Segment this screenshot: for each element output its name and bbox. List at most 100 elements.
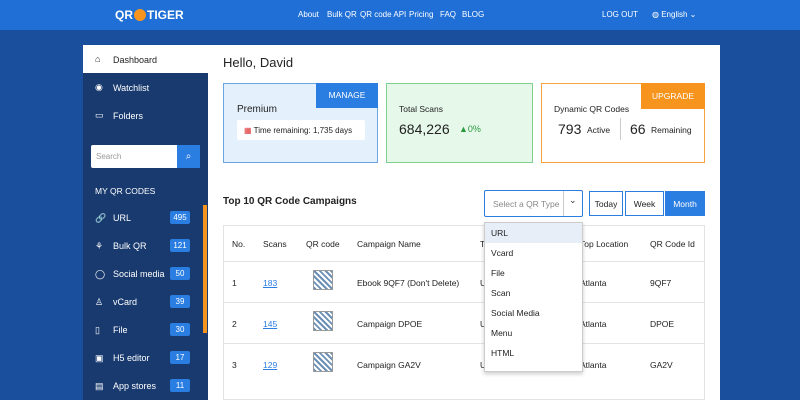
menu-icon: ▭: [95, 110, 104, 120]
table-cell: Campaign GA2V: [357, 360, 421, 370]
qr-thumbnail: [313, 270, 333, 290]
table-cell: 9QF7: [650, 278, 672, 288]
greeting: Hello, David: [223, 55, 294, 70]
menu-item[interactable]: Dashboard: [113, 55, 158, 65]
table-cell: Ebook 9QF7 (Don't Delete): [357, 278, 460, 288]
campaigns-title: Top 10 QR Code Campaigns: [223, 196, 357, 207]
count-badge: 30: [170, 323, 190, 336]
table-cell: Campaign DPOE: [357, 319, 423, 329]
change-text: 0%: [467, 124, 481, 134]
table-cell: Atlanta: [580, 278, 607, 288]
menu-icon: ⌂: [95, 54, 101, 64]
count-badge: 495: [170, 211, 190, 224]
column-header: QR Code Id: [650, 239, 695, 249]
dropdown-option[interactable]: HTML: [491, 348, 515, 358]
dropdown-option[interactable]: Social Media: [491, 308, 540, 318]
dropdown-option[interactable]: URL: [485, 223, 582, 243]
section-title: MY QR CODES: [95, 186, 156, 196]
dropdown-option[interactable]: Menu: [491, 328, 513, 338]
table-cell: 3: [232, 360, 237, 370]
qr-thumbnail: [313, 311, 333, 331]
nav-link[interactable]: QR code API: [360, 10, 407, 19]
active-value: 793: [558, 121, 582, 137]
table-cell: Atlanta: [580, 319, 607, 329]
row-divider: [224, 261, 704, 262]
language[interactable]: ◍ English ⌄: [652, 10, 697, 19]
column-header: T: [480, 239, 486, 249]
nav-link[interactable]: Pricing: [409, 10, 434, 19]
select-arrow: ⌄: [569, 195, 577, 205]
column-header: Top Location: [580, 239, 629, 249]
dropdown-option[interactable]: Scan: [491, 288, 511, 298]
nav-link[interactable]: Bulk QR: [327, 10, 357, 19]
manage-button[interactable]: MANAGE: [316, 83, 378, 108]
qr-type[interactable]: vCard: [113, 297, 138, 307]
qr-type[interactable]: File: [113, 325, 128, 335]
logout[interactable]: LOG OUT: [602, 10, 639, 19]
table-cell: 1: [232, 278, 237, 288]
count-badge: 39: [170, 295, 190, 308]
qr-type[interactable]: Social media: [113, 269, 165, 279]
item-icon: ▤: [95, 381, 104, 391]
time-label: Time remaining:: [253, 126, 311, 135]
item-icon: ▯: [95, 325, 100, 335]
scans-title: Total Scans: [399, 104, 443, 114]
count-badge: 50: [170, 267, 190, 280]
row-divider: [224, 302, 704, 303]
qr-type[interactable]: URL: [113, 213, 132, 223]
column-header: No.: [232, 239, 246, 249]
qr-type[interactable]: H5 editor: [113, 353, 150, 363]
nav-link[interactable]: About: [298, 10, 319, 19]
type-select[interactable]: [484, 190, 583, 217]
menu-item[interactable]: Watchlist: [113, 83, 150, 93]
scans-change: ▲0%: [459, 124, 481, 134]
item-icon: ◯: [95, 269, 106, 279]
logo[interactable]: QR TIGER: [115, 8, 184, 22]
time-box: [237, 120, 365, 140]
plan-title: Premium: [237, 104, 278, 115]
divider: [620, 118, 621, 140]
menu-icon: ◉: [95, 82, 103, 92]
dropdown-option[interactable]: Vcard: [491, 248, 514, 258]
nav-link[interactable]: BLOG: [462, 10, 485, 19]
scans-value: 684,226: [399, 121, 450, 137]
table-cell[interactable]: 145: [263, 319, 278, 329]
remaining-value: 66: [630, 121, 646, 137]
remaining-label: Remaining: [651, 125, 692, 135]
column-header: QR code: [306, 239, 340, 249]
qr-type[interactable]: Bulk QR: [113, 241, 147, 251]
dynamic-title: Dynamic QR Codes: [554, 104, 630, 114]
table-cell[interactable]: 183: [263, 278, 278, 288]
upgrade-button[interactable]: UPGRADE: [641, 83, 705, 109]
period-button[interactable]: Week: [625, 191, 664, 216]
language-text: English: [661, 10, 688, 19]
time-remaining: ▦ Time remaining: 1,735 days: [244, 126, 353, 135]
nav-link[interactable]: FAQ: [440, 10, 457, 19]
qr-type[interactable]: App stores: [113, 381, 157, 391]
table-cell: U: [480, 360, 486, 370]
table-cell: U: [480, 319, 486, 329]
table-cell: 2: [232, 319, 237, 329]
count-badge: 121: [170, 239, 190, 252]
qr-thumbnail: [313, 352, 333, 372]
item-icon: 🔗: [95, 213, 107, 223]
logo-text: QR: [115, 8, 133, 22]
search-button[interactable]: ⌕: [177, 145, 200, 168]
search-input[interactable]: Search: [91, 145, 177, 168]
time-value: 1,735 days: [312, 126, 353, 135]
row-divider: [224, 343, 704, 344]
count-badge: 17: [170, 351, 190, 364]
period-button[interactable]: Month: [665, 191, 705, 216]
table-cell: GA2V: [650, 360, 673, 370]
table-cell: Atlanta: [580, 360, 607, 370]
item-icon: ▣: [95, 353, 104, 363]
period-button[interactable]: Today: [589, 191, 623, 216]
menu-item[interactable]: Folders: [113, 111, 144, 121]
count-badge: 11: [170, 379, 190, 392]
scrollbar: [203, 205, 207, 333]
table-cell[interactable]: 129: [263, 360, 278, 370]
dropdown-option[interactable]: File: [491, 268, 505, 278]
logo-text: TIGER: [147, 8, 184, 22]
table-cell: U: [480, 278, 486, 288]
